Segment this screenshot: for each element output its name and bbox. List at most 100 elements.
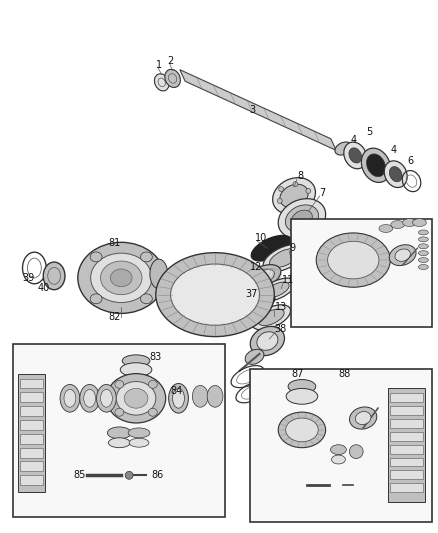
- Ellipse shape: [278, 199, 326, 239]
- Bar: [13, 344, 225, 517]
- Ellipse shape: [259, 278, 296, 301]
- Ellipse shape: [286, 205, 318, 232]
- Bar: [20, 392, 43, 402]
- Ellipse shape: [304, 200, 309, 205]
- Ellipse shape: [418, 251, 428, 256]
- Ellipse shape: [349, 148, 362, 163]
- Text: 82: 82: [109, 312, 121, 322]
- Ellipse shape: [250, 326, 285, 356]
- Ellipse shape: [165, 69, 180, 87]
- Ellipse shape: [335, 142, 352, 155]
- Text: 8: 8: [297, 171, 303, 181]
- Ellipse shape: [125, 471, 133, 479]
- Ellipse shape: [109, 248, 118, 256]
- Ellipse shape: [90, 294, 102, 304]
- Ellipse shape: [279, 187, 283, 191]
- Ellipse shape: [403, 219, 417, 227]
- Bar: [390, 445, 424, 454]
- Ellipse shape: [242, 265, 281, 291]
- Ellipse shape: [350, 407, 377, 429]
- Ellipse shape: [290, 205, 295, 210]
- Ellipse shape: [128, 428, 150, 438]
- Ellipse shape: [141, 252, 152, 262]
- Bar: [20, 378, 43, 389]
- Bar: [390, 457, 424, 466]
- Bar: [20, 420, 43, 430]
- Ellipse shape: [418, 244, 428, 249]
- Text: 13: 13: [275, 302, 287, 312]
- Text: 10: 10: [254, 233, 267, 244]
- Ellipse shape: [249, 269, 274, 286]
- Ellipse shape: [286, 418, 318, 442]
- Ellipse shape: [107, 427, 131, 439]
- Ellipse shape: [156, 253, 274, 337]
- Ellipse shape: [344, 142, 367, 169]
- Text: 88: 88: [339, 369, 351, 378]
- Text: 12: 12: [250, 262, 262, 272]
- Ellipse shape: [43, 262, 65, 290]
- Ellipse shape: [246, 297, 269, 312]
- Ellipse shape: [117, 382, 156, 415]
- Ellipse shape: [148, 408, 157, 416]
- Ellipse shape: [115, 381, 124, 389]
- Ellipse shape: [332, 455, 346, 464]
- Ellipse shape: [141, 294, 152, 304]
- Ellipse shape: [245, 349, 264, 365]
- Ellipse shape: [418, 257, 428, 263]
- Ellipse shape: [120, 363, 152, 377]
- Ellipse shape: [251, 236, 291, 261]
- Ellipse shape: [389, 167, 402, 182]
- Ellipse shape: [384, 161, 407, 188]
- Ellipse shape: [169, 384, 188, 413]
- Ellipse shape: [277, 198, 282, 204]
- Ellipse shape: [265, 282, 289, 297]
- Ellipse shape: [316, 233, 390, 287]
- Ellipse shape: [350, 445, 363, 458]
- Ellipse shape: [91, 253, 152, 303]
- Ellipse shape: [263, 244, 305, 272]
- Ellipse shape: [288, 379, 316, 393]
- Bar: [250, 369, 432, 522]
- Ellipse shape: [101, 261, 142, 295]
- Ellipse shape: [240, 294, 275, 316]
- Bar: [390, 471, 424, 479]
- Text: 4: 4: [350, 135, 357, 144]
- Ellipse shape: [257, 332, 278, 350]
- Text: 1: 1: [156, 60, 162, 70]
- Ellipse shape: [418, 230, 428, 235]
- Ellipse shape: [207, 385, 223, 407]
- Ellipse shape: [64, 390, 76, 407]
- Text: 3: 3: [250, 105, 256, 115]
- Ellipse shape: [110, 269, 132, 287]
- Ellipse shape: [115, 408, 124, 416]
- Bar: [390, 393, 424, 402]
- Bar: [20, 406, 43, 416]
- Bar: [20, 475, 43, 485]
- Ellipse shape: [418, 237, 428, 242]
- Ellipse shape: [413, 219, 426, 227]
- Text: 39: 39: [22, 273, 35, 283]
- Ellipse shape: [418, 264, 428, 270]
- Ellipse shape: [173, 389, 184, 408]
- Ellipse shape: [278, 412, 325, 448]
- Bar: [390, 406, 424, 415]
- Text: 7: 7: [319, 188, 325, 198]
- Text: 85: 85: [74, 470, 86, 480]
- Bar: [20, 434, 43, 444]
- Text: 9: 9: [289, 243, 295, 253]
- Text: 83: 83: [149, 352, 161, 362]
- Ellipse shape: [84, 390, 95, 407]
- Text: 2: 2: [168, 55, 174, 66]
- Ellipse shape: [367, 154, 385, 176]
- Ellipse shape: [395, 249, 410, 261]
- Bar: [390, 483, 424, 492]
- Polygon shape: [180, 70, 336, 150]
- Ellipse shape: [272, 177, 315, 214]
- Text: 40: 40: [37, 282, 49, 293]
- Bar: [20, 448, 43, 457]
- Ellipse shape: [80, 384, 99, 412]
- Text: 87: 87: [291, 369, 304, 378]
- Ellipse shape: [361, 148, 391, 182]
- Ellipse shape: [90, 252, 102, 262]
- Bar: [388, 389, 425, 502]
